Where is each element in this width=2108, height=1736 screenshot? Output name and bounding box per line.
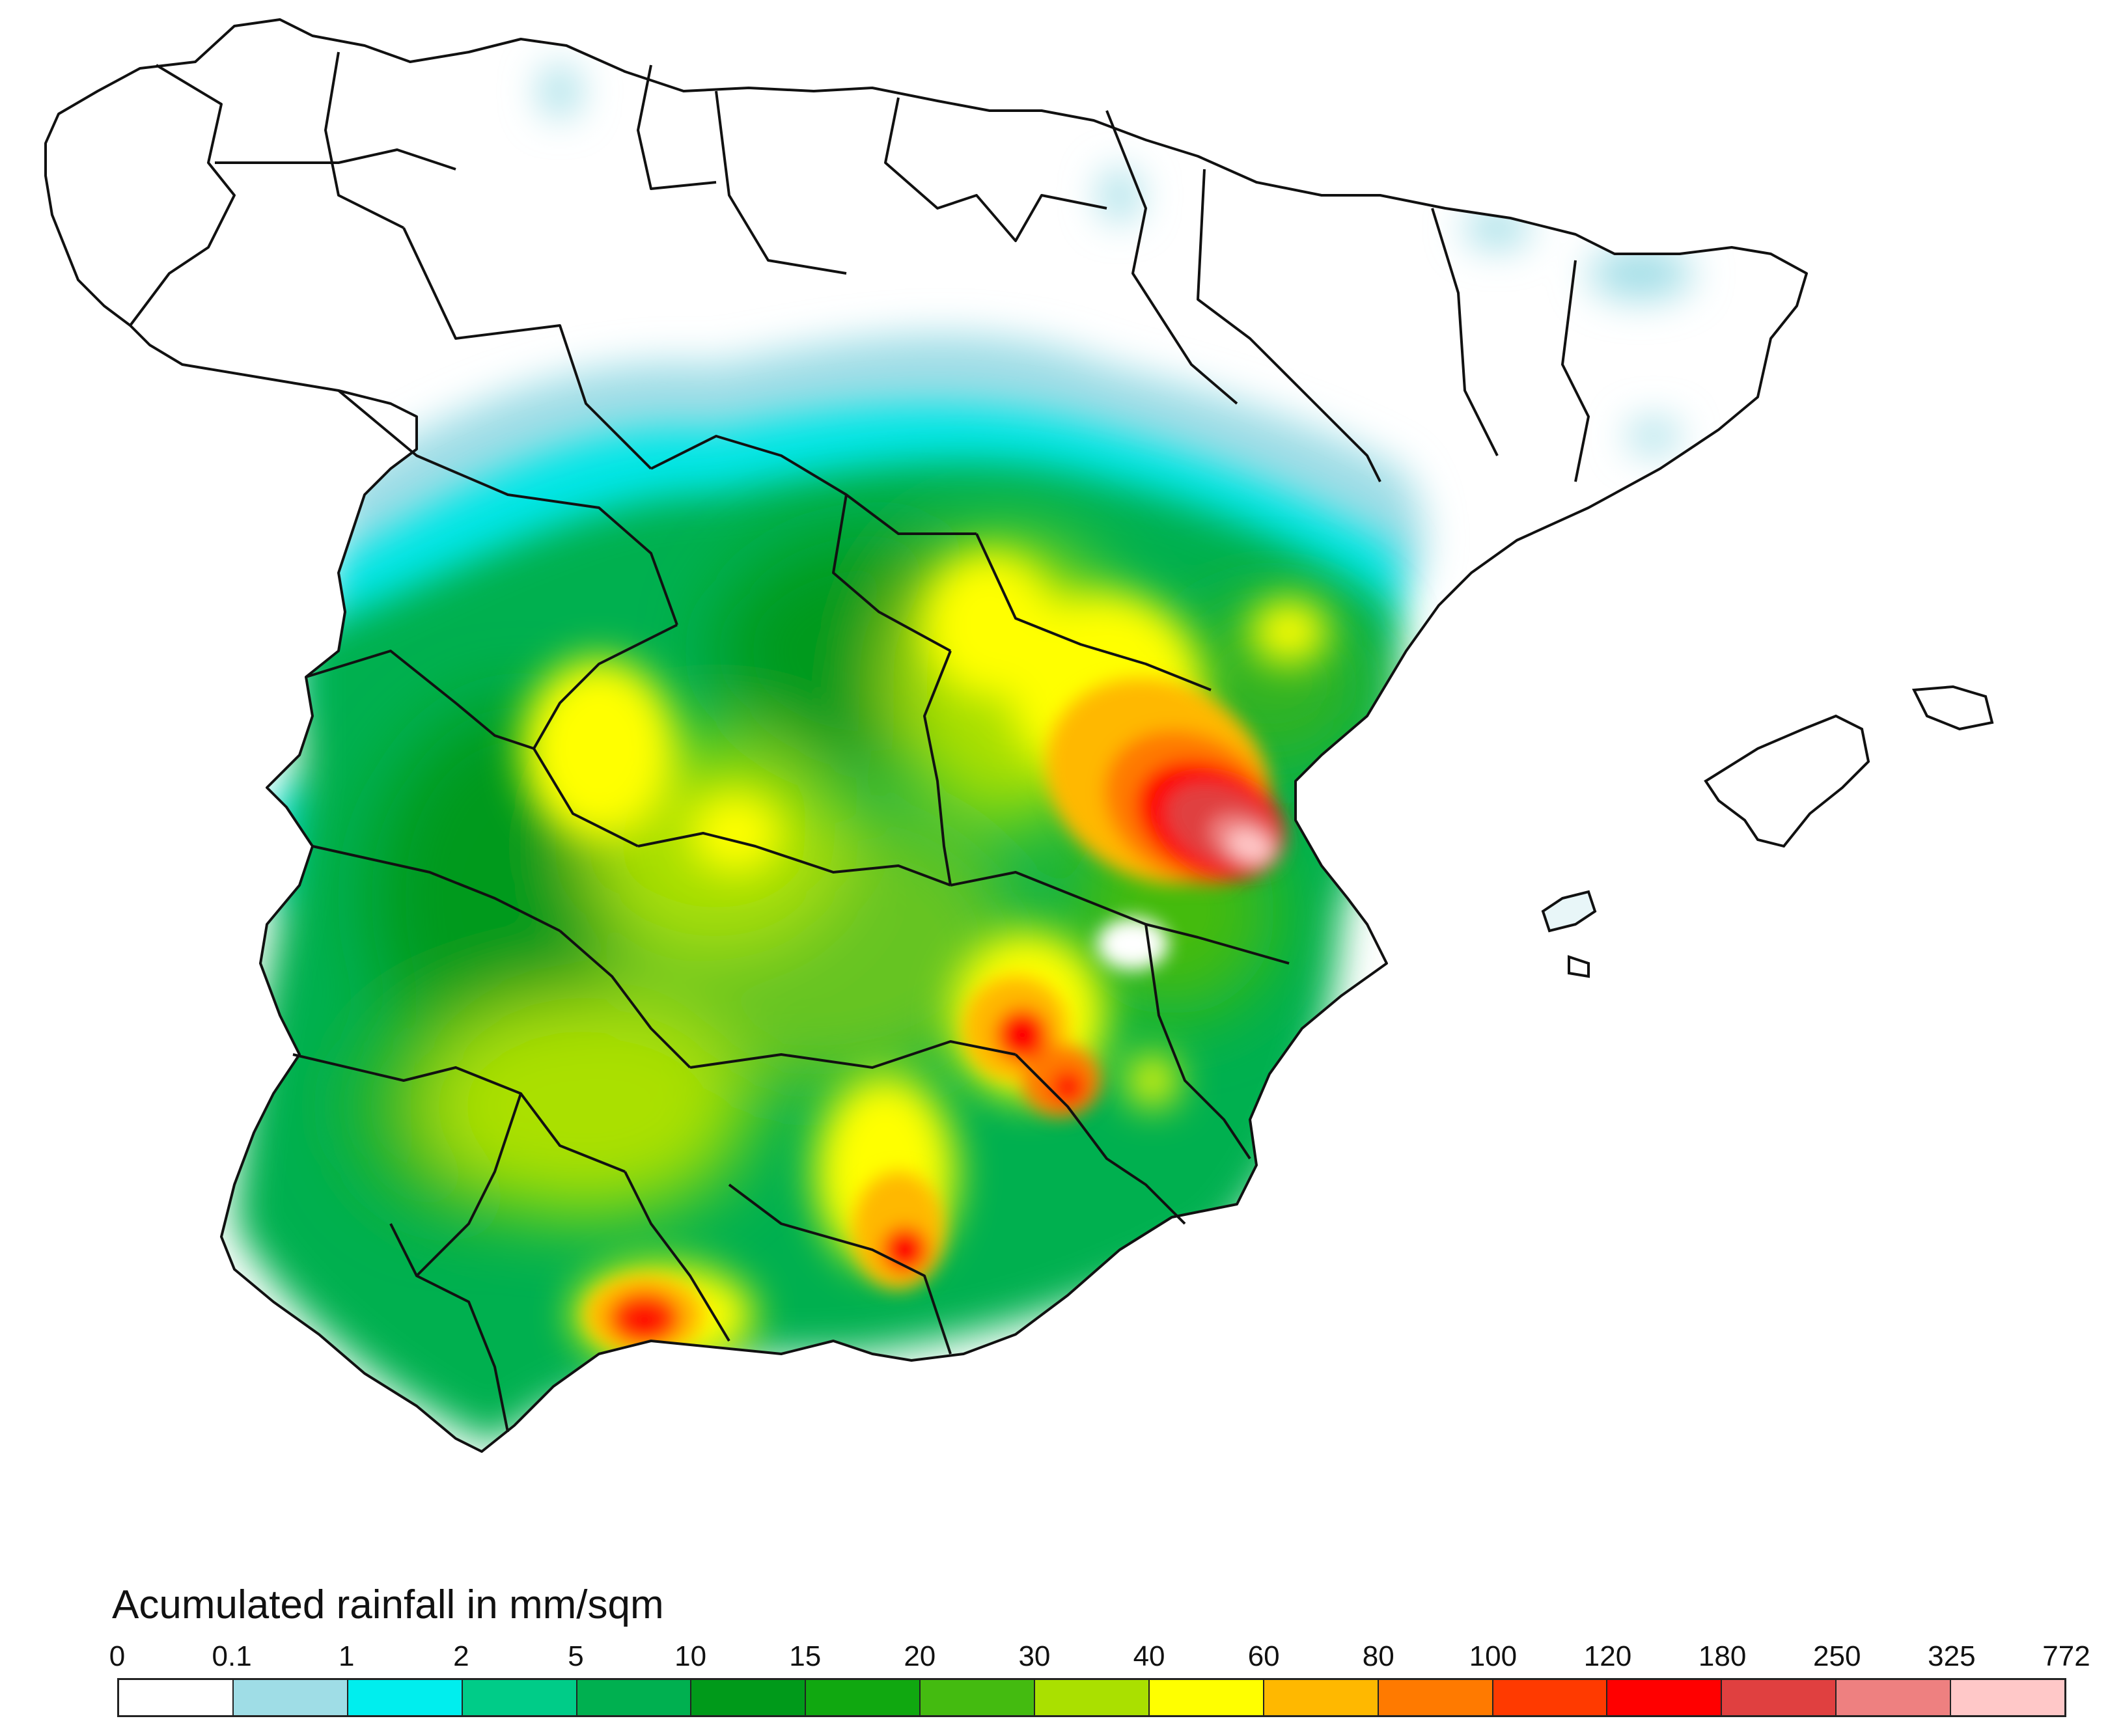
legend-swatch: [462, 1680, 577, 1715]
formentera-island: [1568, 955, 1590, 978]
legend-swatch: [691, 1680, 807, 1715]
legend-tick-label: 100: [1469, 1640, 1518, 1672]
legend-swatch: [119, 1680, 234, 1715]
legend-tick-label: 20: [904, 1640, 936, 1672]
legend-tick-label: 2: [453, 1640, 469, 1672]
legend-tick-label: 1: [338, 1640, 355, 1672]
legend-tick-label: 180: [1698, 1640, 1747, 1672]
legend-swatch: [348, 1680, 463, 1715]
legend-swatch: [1149, 1680, 1264, 1715]
ibiza-island: [1541, 890, 1597, 933]
legend-tick-label: 120: [1583, 1640, 1632, 1672]
legend-tick-label: 325: [1928, 1640, 1976, 1672]
legend-tick-label: 5: [568, 1640, 584, 1672]
legend-swatch: [1951, 1680, 2064, 1715]
legend-swatch: [1722, 1680, 1837, 1715]
legend-tick-labels: 0 0.1 1 2 5 10 15 20 30 40 60 80 100 120 180 250 325 772: [0, 1640, 2108, 1679]
legend-swatch: [921, 1680, 1035, 1715]
legend-title: Acumulated rainfall in mm/sqm: [112, 1582, 664, 1627]
legend-tick-label: 250: [1813, 1640, 1861, 1672]
legend-tick-label: 772: [2042, 1640, 2090, 1672]
legend-tick-label: 10: [674, 1640, 707, 1672]
legend-tick-label: 30: [1018, 1640, 1051, 1672]
legend-swatch: [577, 1680, 692, 1715]
rainfall-map: [44, 18, 1994, 1453]
legend-tick-label: 0.1: [212, 1640, 252, 1672]
legend-tick-label: 60: [1247, 1640, 1280, 1672]
legend-swatch: [1493, 1680, 1608, 1715]
legend-tick-label: 15: [789, 1640, 822, 1672]
balearic-islands: [1541, 685, 1994, 978]
legend-color-bar: [117, 1678, 2066, 1717]
legend-swatch: [1264, 1680, 1379, 1715]
legend-swatch: [1607, 1680, 1723, 1715]
mallorca-island: [1704, 714, 1870, 848]
legend-swatch: [1837, 1680, 1951, 1715]
legend-tick-label: 0: [109, 1640, 126, 1672]
legend-tick-label: 80: [1362, 1640, 1394, 1672]
menorca-island: [1911, 685, 1994, 731]
legend-swatch: [233, 1680, 348, 1715]
legend-swatch: [1035, 1680, 1150, 1715]
legend-swatch: [806, 1680, 921, 1715]
legend-swatch: [1378, 1680, 1493, 1715]
legend-tick-label: 40: [1133, 1640, 1165, 1672]
region-borders: [44, 18, 1808, 1453]
